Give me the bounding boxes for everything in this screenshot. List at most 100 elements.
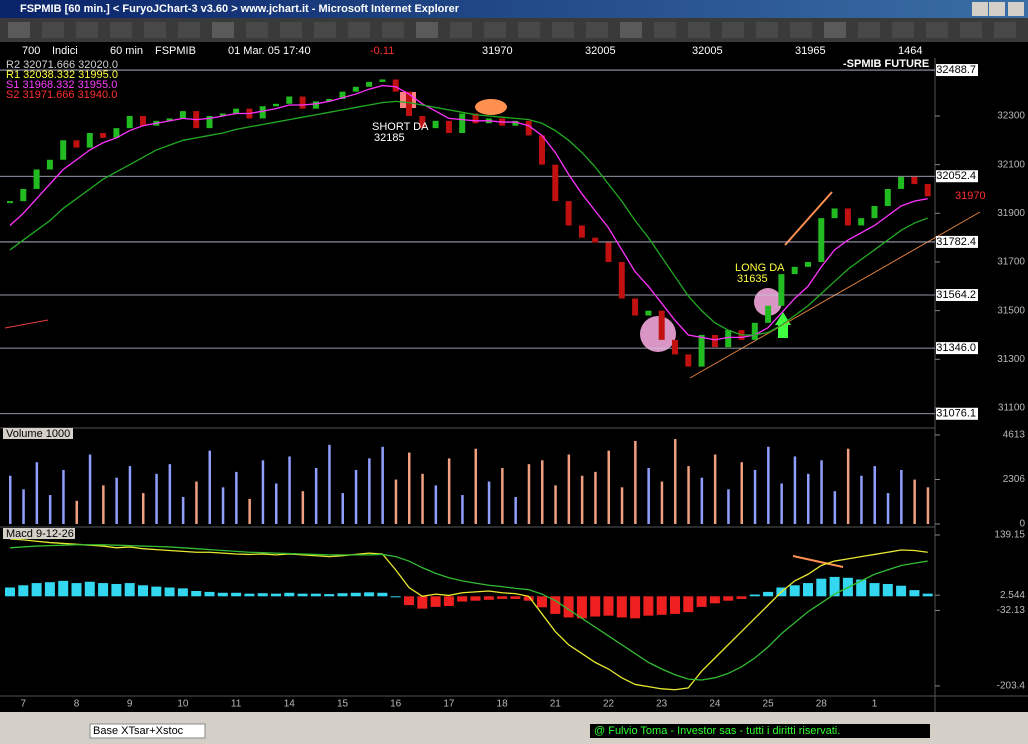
histogram-bar <box>164 587 175 597</box>
tool-button[interactable] <box>314 22 336 38</box>
price-bar <box>552 164 559 202</box>
tool-button[interactable] <box>892 22 914 38</box>
info-field: 31970 <box>482 45 513 57</box>
tool-button[interactable] <box>212 22 234 38</box>
chart-title: -SPMIB FUTURE <box>843 58 929 70</box>
price-bar <box>206 115 213 129</box>
y-tick-label: 31700 <box>997 257 1025 268</box>
volume-bar <box>88 454 92 524</box>
minimize-button[interactable] <box>972 2 988 16</box>
volume-bar <box>487 481 491 524</box>
info-field: 32005 <box>692 45 723 57</box>
histogram-bar <box>829 576 840 597</box>
price-bar <box>725 330 732 348</box>
price-bar <box>565 201 572 226</box>
histogram-bar <box>18 585 29 597</box>
toolbar <box>0 18 1028 42</box>
volume-bar <box>394 479 398 524</box>
tool-button[interactable] <box>178 22 200 38</box>
tool-button[interactable] <box>756 22 778 38</box>
tool-button[interactable] <box>450 22 472 38</box>
x-tick-label: 22 <box>603 699 615 710</box>
tool-button[interactable] <box>722 22 744 38</box>
tool-button[interactable] <box>824 22 846 38</box>
price-bar <box>140 115 146 126</box>
volume-bar <box>128 466 132 524</box>
histogram-bar <box>563 596 574 618</box>
tool-button[interactable] <box>42 22 64 38</box>
tool-button[interactable] <box>484 22 506 38</box>
tool-button[interactable] <box>8 22 30 38</box>
volume-bar <box>235 471 238 524</box>
price-bar <box>685 354 692 367</box>
tool-button[interactable] <box>994 22 1016 38</box>
histogram-bar <box>803 583 813 597</box>
tool-button[interactable] <box>416 22 438 38</box>
base-field[interactable] <box>89 723 206 739</box>
volume-bar <box>846 448 850 524</box>
price-bar <box>512 120 519 126</box>
x-tick-label: 25 <box>763 699 775 710</box>
price-bar <box>366 81 373 87</box>
tool-button[interactable] <box>280 22 302 38</box>
histogram-bar <box>510 596 521 599</box>
volume-bar <box>35 462 39 524</box>
histogram-bar <box>590 596 601 617</box>
volume-bar <box>674 439 677 524</box>
price-bar <box>751 322 758 340</box>
maximize-button[interactable] <box>989 2 1005 16</box>
histogram-bar <box>124 583 135 597</box>
volume-bar <box>647 468 650 524</box>
volume-bar <box>115 477 118 524</box>
volume-bar <box>22 489 25 524</box>
histogram-bar <box>217 592 228 597</box>
level-label-box <box>936 407 978 420</box>
price-bar <box>645 310 652 316</box>
annotation: LONG DA <box>735 262 785 274</box>
info-field: 32005 <box>585 45 616 57</box>
level-label: 32052.4 <box>936 170 976 182</box>
tool-button[interactable] <box>382 22 404 38</box>
tool-button[interactable] <box>144 22 166 38</box>
tool-button[interactable] <box>110 22 132 38</box>
price-bar <box>33 169 40 189</box>
tool-button[interactable] <box>790 22 812 38</box>
x-tick-label: 23 <box>656 699 668 710</box>
tool-button[interactable] <box>518 22 540 38</box>
x-tick-label: 14 <box>284 699 296 710</box>
volume-bar <box>926 487 930 524</box>
tool-button[interactable] <box>348 22 370 38</box>
price-bar <box>658 310 665 340</box>
price-bar <box>179 111 186 119</box>
tool-button[interactable] <box>926 22 948 38</box>
price-bar <box>672 339 678 355</box>
close-button[interactable] <box>1008 2 1024 16</box>
volume-bar <box>740 462 743 524</box>
histogram-bar <box>896 585 907 597</box>
tool-button[interactable] <box>654 22 676 38</box>
price-bar <box>339 91 346 99</box>
histogram-bar <box>5 587 15 597</box>
histogram-bar <box>789 585 800 597</box>
tool-button[interactable] <box>246 22 268 38</box>
tool-button[interactable] <box>620 22 642 38</box>
price-bar <box>831 208 838 219</box>
y-tick-label: -32.13 <box>997 605 1026 616</box>
tool-button[interactable] <box>960 22 982 38</box>
histogram-bar <box>191 591 202 597</box>
trend-line <box>4 319 49 329</box>
tool-button[interactable] <box>586 22 608 38</box>
y-tick-label: 0 <box>1019 519 1025 530</box>
volume-bar <box>421 473 424 524</box>
volume-bar <box>208 450 211 524</box>
volume-bar <box>381 446 384 524</box>
last-price: 31970 <box>955 190 986 202</box>
tool-button[interactable] <box>688 22 710 38</box>
level-label-box <box>936 342 978 355</box>
price-bar <box>445 120 452 133</box>
tool-button[interactable] <box>858 22 880 38</box>
histogram-bar <box>909 590 920 597</box>
tool-button[interactable] <box>552 22 574 38</box>
volume-bar <box>913 479 916 524</box>
tool-button[interactable] <box>76 22 98 38</box>
